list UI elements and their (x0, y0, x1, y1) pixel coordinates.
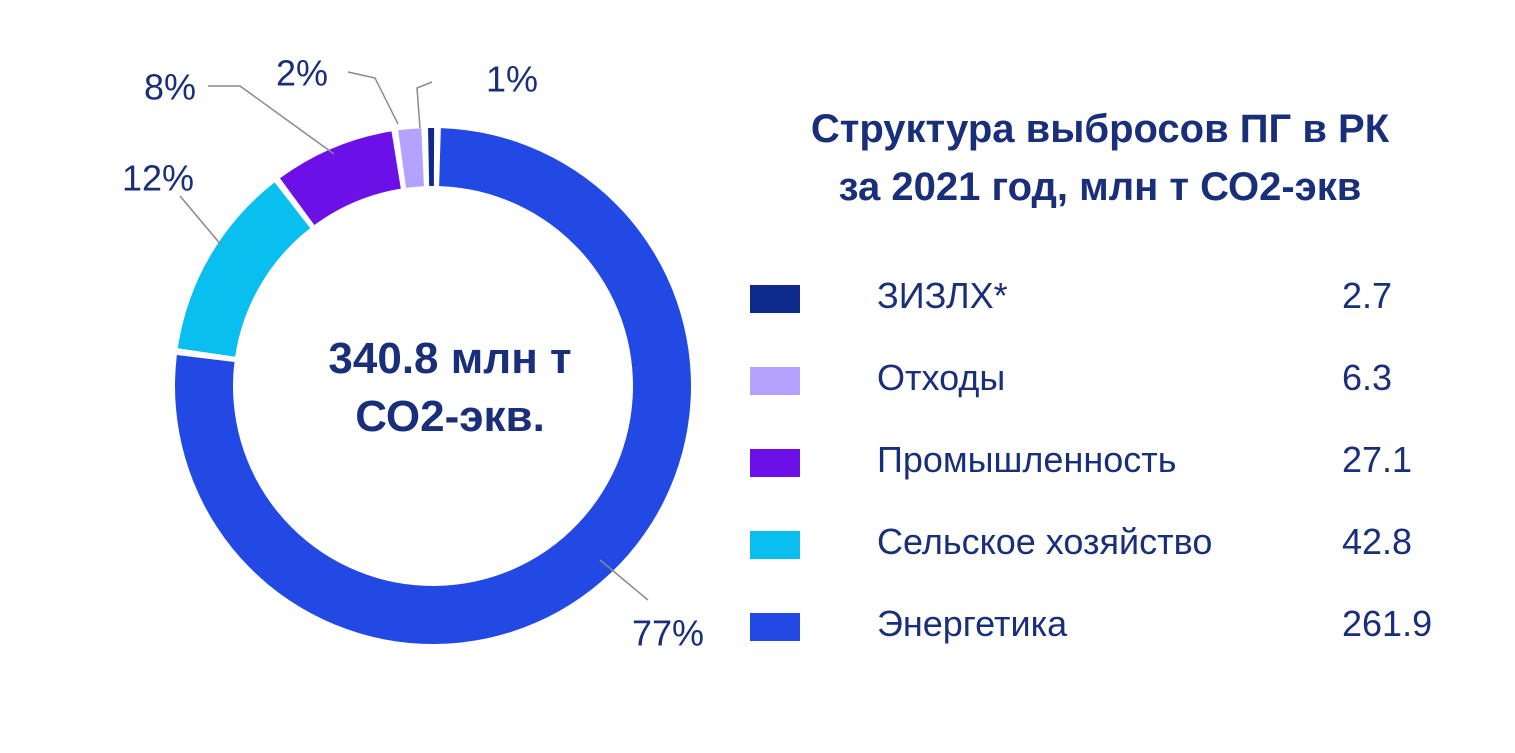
legend-swatch-agriculture (750, 531, 800, 559)
donut-slice-agriculture (177, 182, 311, 357)
leader-line-industry (208, 85, 335, 155)
legend-value-waste: 6.3 (1342, 357, 1393, 398)
legend-swatch-zizlh (750, 285, 800, 313)
legend-label-industry: Промышленность (877, 439, 1177, 480)
donut-slice-zizlh (428, 128, 435, 187)
legend-swatch-energy (750, 613, 800, 641)
legend-item-waste: Отходы 6.3 (750, 342, 1490, 402)
percent-label-waste: 2% (276, 53, 328, 94)
legend-label-agriculture: Сельское хозяйство (877, 521, 1213, 562)
chart-center-total: 340.8 млн т СО2-экв. (210, 330, 690, 446)
leader-line-waste (347, 71, 399, 125)
legend-value-zizlh: 2.7 (1342, 275, 1393, 316)
leader-line-zizlh (416, 81, 433, 129)
percent-label-zizlh: 1% (486, 59, 538, 100)
legend-label-zizlh: ЗИЗЛХ* (877, 275, 1008, 316)
legend-item-energy: Энергетика 261.9 (750, 588, 1490, 648)
legend-item-zizlh: ЗИЗЛХ* 2.7 (750, 260, 1490, 320)
chart-title-line-2: за 2021 год, млн т СО2-экв (838, 165, 1362, 209)
legend-value-agriculture: 42.8 (1342, 521, 1413, 562)
center-total-value: 340.8 млн т (328, 334, 572, 383)
percent-label-agriculture: 12% (122, 158, 194, 199)
percent-label-energy: 77% (632, 613, 704, 654)
percent-label-industry: 8% (144, 67, 196, 108)
center-total-unit: СО2-экв. (355, 392, 545, 441)
chart-title-line-1: Структура выбросов ПГ в РК (810, 107, 1390, 151)
legend-value-industry: 27.1 (1342, 439, 1413, 480)
legend-item-agriculture: Сельское хозяйство 42.8 (750, 506, 1490, 566)
leader-line-energy (599, 559, 649, 601)
legend-label-waste: Отходы (877, 357, 1006, 398)
legend-swatch-waste (750, 367, 800, 395)
legend-swatch-industry (750, 449, 800, 477)
leader-line-agriculture (179, 195, 223, 247)
chart-title: Структура выбросов ПГ в РК за 2021 год, … (730, 100, 1470, 216)
legend-item-industry: Промышленность 27.1 (750, 424, 1490, 484)
legend-label-energy: Энергетика (877, 603, 1068, 644)
donut-slice-waste (398, 128, 424, 188)
donut-slice-industry (279, 131, 401, 225)
legend-value-energy: 261.9 (1342, 603, 1433, 644)
donut-chart: 1% 2% 8% 12% 77% (122, 53, 704, 654)
